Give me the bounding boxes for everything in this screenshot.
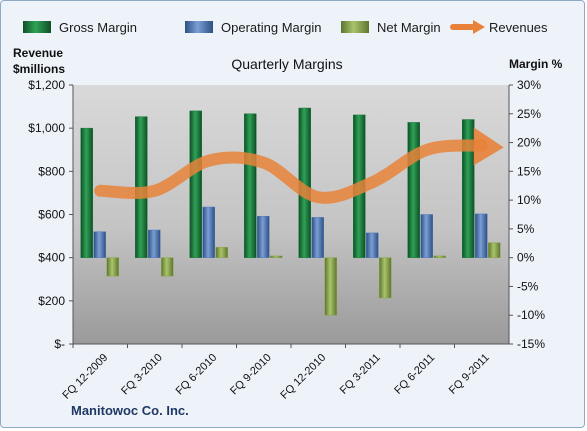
x-tick-label: FQ 6-2011 (392, 352, 437, 397)
x-tick-label: FQ 3-2010 (119, 352, 165, 398)
legend-swatch-gross-margin (23, 21, 51, 33)
bar-operating-margin-0 (93, 231, 106, 258)
bar-gross-margin-7 (462, 119, 475, 258)
right-tick-label: 20% (517, 136, 541, 150)
bar-net-margin-6 (433, 255, 446, 258)
bar-operating-margin-2 (202, 206, 215, 258)
revenue-arrowhead (473, 127, 504, 166)
legend-swatch-operating-margin (185, 21, 213, 33)
left-tick-label: $400 (38, 251, 65, 265)
bar-operating-margin-5 (366, 232, 379, 258)
left-tick-label: $- (54, 337, 65, 351)
x-tick-label: FQ 9-2010 (228, 352, 274, 398)
bar-net-margin-2 (215, 247, 228, 258)
bar-operating-margin-1 (148, 229, 161, 258)
left-tick-label: $800 (38, 164, 65, 178)
bar-net-margin-7 (488, 242, 501, 258)
x-tick-label: FQ 9-2011 (447, 352, 492, 397)
bar-gross-margin-6 (407, 122, 420, 258)
right-tick-label: 10% (517, 193, 541, 207)
bar-operating-margin-7 (475, 213, 488, 258)
x-axis: FQ 12-2009 FQ 3-2010 FQ 6-2010 FQ 9-2010 FQ … (60, 343, 509, 402)
left-tick-label: $200 (38, 294, 65, 308)
chart-title: Quarterly Margins (231, 56, 342, 72)
right-axis: -15% -10% -5% 0% 5% 10% 15% 20% 25% 30% (508, 78, 545, 351)
left-tick-label: $600 (38, 208, 65, 222)
bar-net-margin-3 (270, 255, 283, 258)
revenue-line (94, 139, 488, 204)
right-tick-label: -5% (517, 279, 539, 293)
x-tick-label: FQ 6-2010 (174, 352, 220, 398)
bar-net-margin-4 (324, 257, 337, 316)
bar-operating-margin-4 (311, 217, 324, 258)
x-tick-label: FQ 12-2009 (60, 352, 110, 402)
bar-operating-margin-3 (257, 215, 270, 258)
right-tick-label: -15% (517, 337, 545, 351)
x-tick-label: FQ 3-2011 (338, 352, 383, 397)
bar-net-margin-0 (106, 257, 119, 277)
legend-label-net-margin: Net Margin (377, 20, 441, 35)
bar-gross-margin-0 (80, 127, 93, 258)
right-tick-label: 5% (517, 222, 535, 236)
left-axis-label-line2: $millions (13, 62, 65, 76)
left-tick-label: $1,200 (28, 78, 65, 92)
legend-arrowhead (473, 20, 485, 34)
bar-gross-margin-2 (189, 110, 202, 258)
right-axis-label: Margin % (509, 57, 563, 71)
legend-swatch-net-margin (341, 21, 369, 33)
bar-gross-margin-3 (244, 113, 257, 258)
left-axis-label-line1: Revenue (13, 46, 63, 60)
chart-legend: Gross Margin Operating Margin Net Margin Re… (23, 20, 548, 35)
right-tick-label: -10% (517, 308, 545, 322)
company-name: Manitowoc Co. Inc. (71, 403, 189, 418)
x-tick-label: FQ 12-2010 (278, 352, 328, 402)
left-axis: $- $200 $400 $600 $800 $1,000 $1,200 (28, 78, 74, 351)
legend-label-gross-margin: Gross Margin (59, 20, 137, 35)
right-tick-label: 15% (517, 164, 541, 178)
left-tick-label: $1,000 (28, 121, 65, 135)
bar-net-margin-5 (379, 257, 392, 299)
bar-net-margin-1 (161, 257, 174, 277)
legend-label-operating-margin: Operating Margin (221, 20, 321, 35)
right-tick-label: 30% (517, 78, 541, 92)
right-tick-label: 25% (517, 107, 541, 121)
right-tick-label: 0% (517, 251, 535, 265)
legend-label-revenues: Revenues (489, 20, 548, 35)
revenue-line-layer (94, 127, 504, 204)
bar-operating-margin-6 (420, 214, 433, 258)
